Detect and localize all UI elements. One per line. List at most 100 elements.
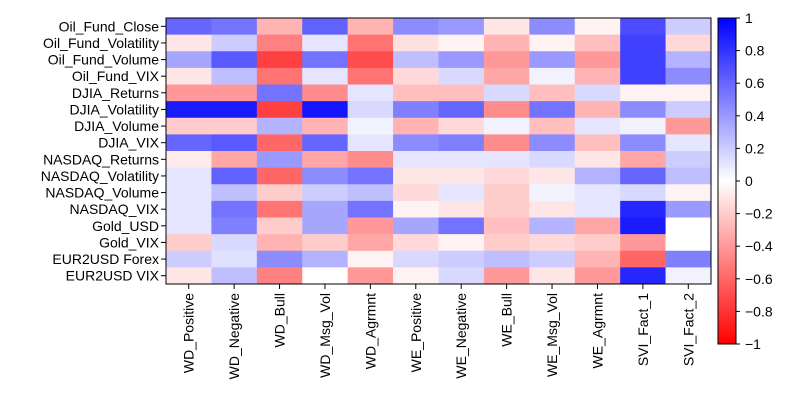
row-label: NASDAQ_Returns — [43, 151, 159, 167]
heatmap-cell — [438, 51, 485, 69]
heatmap-cell — [438, 217, 485, 235]
heatmap-cell — [393, 234, 439, 252]
heatmap-cell — [483, 67, 530, 85]
heatmap-cell — [620, 18, 666, 36]
heatmap-cell — [393, 67, 439, 85]
heatmap-cell — [302, 117, 349, 135]
heatmap-cell — [393, 101, 439, 119]
row-label: NASDAQ_Volume — [45, 185, 159, 201]
heatmap-cell — [393, 117, 439, 135]
heatmap-cell — [211, 200, 258, 218]
heatmap-cell — [483, 34, 530, 52]
heatmap-cell — [574, 51, 621, 69]
heatmap-cell — [211, 117, 258, 135]
heatmap-cell — [438, 151, 485, 169]
row-label: Oil_Fund_VIX — [72, 68, 160, 84]
heatmap-cell — [529, 250, 576, 268]
colorbar-tick-label: 0.4 — [745, 108, 765, 124]
row-labels: Oil_Fund_CloseOil_Fund_VolatilityOil_Fun… — [41, 18, 166, 284]
column-label: WE_Msg_Vol — [544, 293, 560, 377]
row-label: DJIA_Volatility — [70, 101, 159, 117]
heatmap-cell — [483, 267, 530, 285]
row-label: EUR2USD Forex — [52, 251, 159, 267]
heatmap-cell — [302, 200, 349, 218]
heatmap-cell — [483, 200, 530, 218]
heatmap-cell — [620, 67, 666, 85]
column-label: WD_Agrmnt — [362, 293, 378, 369]
heatmap-cell — [665, 84, 712, 102]
heatmap-cell — [347, 67, 394, 85]
heatmap-cell — [166, 250, 212, 268]
heatmap-cell — [438, 184, 485, 202]
column-label: SVI_Fact_2 — [680, 293, 696, 366]
heatmap-cell — [256, 101, 303, 119]
heatmap-cell — [393, 18, 439, 36]
heatmap-cell — [302, 101, 349, 119]
heatmap-cell — [620, 184, 666, 202]
heatmap-cell — [166, 200, 212, 218]
heatmap-cell — [256, 18, 303, 36]
heatmap-cell — [347, 134, 394, 152]
heatmap-cell — [483, 117, 530, 135]
column-label: WD_Bull — [272, 293, 288, 347]
heatmap-cell — [302, 51, 349, 69]
heatmap-cell — [166, 151, 212, 169]
heatmap-cell — [574, 267, 621, 285]
heatmap-cell — [529, 200, 576, 218]
heatmap-cell — [665, 151, 712, 169]
heatmap-cell — [529, 18, 576, 36]
heatmap-cell — [529, 34, 576, 52]
heatmap-cell — [211, 18, 258, 36]
heatmap-cell — [483, 51, 530, 69]
colorbar-gradient — [718, 18, 736, 344]
heatmap-cell — [574, 167, 621, 185]
heatmap-cell — [620, 167, 666, 185]
colorbar-tick-label: 1 — [745, 10, 753, 26]
heatmap-cell — [347, 84, 394, 102]
heatmap-cell — [166, 34, 212, 52]
heatmap-cell — [393, 51, 439, 69]
colorbar-tick-label: 0.8 — [745, 43, 765, 59]
heatmap-cell — [256, 217, 303, 235]
heatmap-cell — [302, 250, 349, 268]
heatmap-cell — [302, 34, 349, 52]
heatmap-cell — [347, 51, 394, 69]
heatmap-cell — [665, 267, 712, 285]
heatmap-cell — [211, 101, 258, 119]
heatmap-cell — [438, 167, 485, 185]
heatmap-cell — [483, 234, 530, 252]
heatmap-cell — [574, 200, 621, 218]
plot-frame — [165, 17, 712, 285]
heatmap-cell — [438, 234, 485, 252]
heatmap-cell — [574, 18, 621, 36]
colorbar-tick-label: −0.6 — [745, 271, 773, 287]
heatmap-cell — [483, 151, 530, 169]
heatmap-cell — [393, 217, 439, 235]
heatmap-cell — [302, 184, 349, 202]
heatmap-cell — [483, 134, 530, 152]
heatmap-cell — [211, 134, 258, 152]
row-label: Gold_VIX — [99, 234, 160, 250]
heatmap-cell — [620, 250, 666, 268]
heatmap-cell — [393, 84, 439, 102]
heatmap-cell — [620, 84, 666, 102]
row-label: NASDAQ_VIX — [70, 201, 160, 217]
heatmap-cell — [665, 217, 712, 235]
colorbar-tick-label: −0.8 — [745, 303, 773, 319]
colorbar-tick-label: 0.2 — [745, 140, 765, 156]
colorbar-tick-label: 0.6 — [745, 75, 765, 91]
heatmap-cell — [529, 51, 576, 69]
heatmap-cell — [393, 151, 439, 169]
heatmap-cell — [347, 34, 394, 52]
heatmap-cell — [574, 234, 621, 252]
heatmap-cell — [529, 217, 576, 235]
heatmap-cell — [347, 267, 394, 285]
heatmap-cell — [166, 217, 212, 235]
heatmap-cell — [393, 267, 439, 285]
heatmap-cell — [302, 18, 349, 36]
heatmap-cell — [393, 134, 439, 152]
heatmap-cell — [665, 250, 712, 268]
heatmap-cell — [211, 217, 258, 235]
heatmap-cell — [483, 84, 530, 102]
